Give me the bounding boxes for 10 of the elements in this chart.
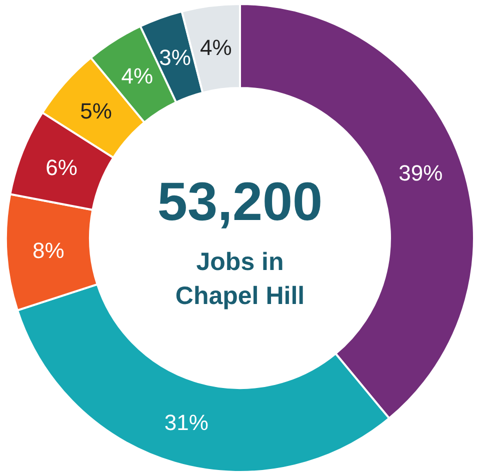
data-label: 31% [164,410,208,436]
data-label: 3% [159,45,191,70]
data-label: 8% [32,238,64,263]
data-label: 5% [80,98,112,124]
data-label: 39% [398,160,443,186]
text: 53,200 [157,172,323,232]
data-label: 4% [121,64,154,89]
text: Jobs in Chapel Hill [175,248,305,310]
data-label: 6% [46,155,78,180]
data-label: 4% [200,35,232,60]
